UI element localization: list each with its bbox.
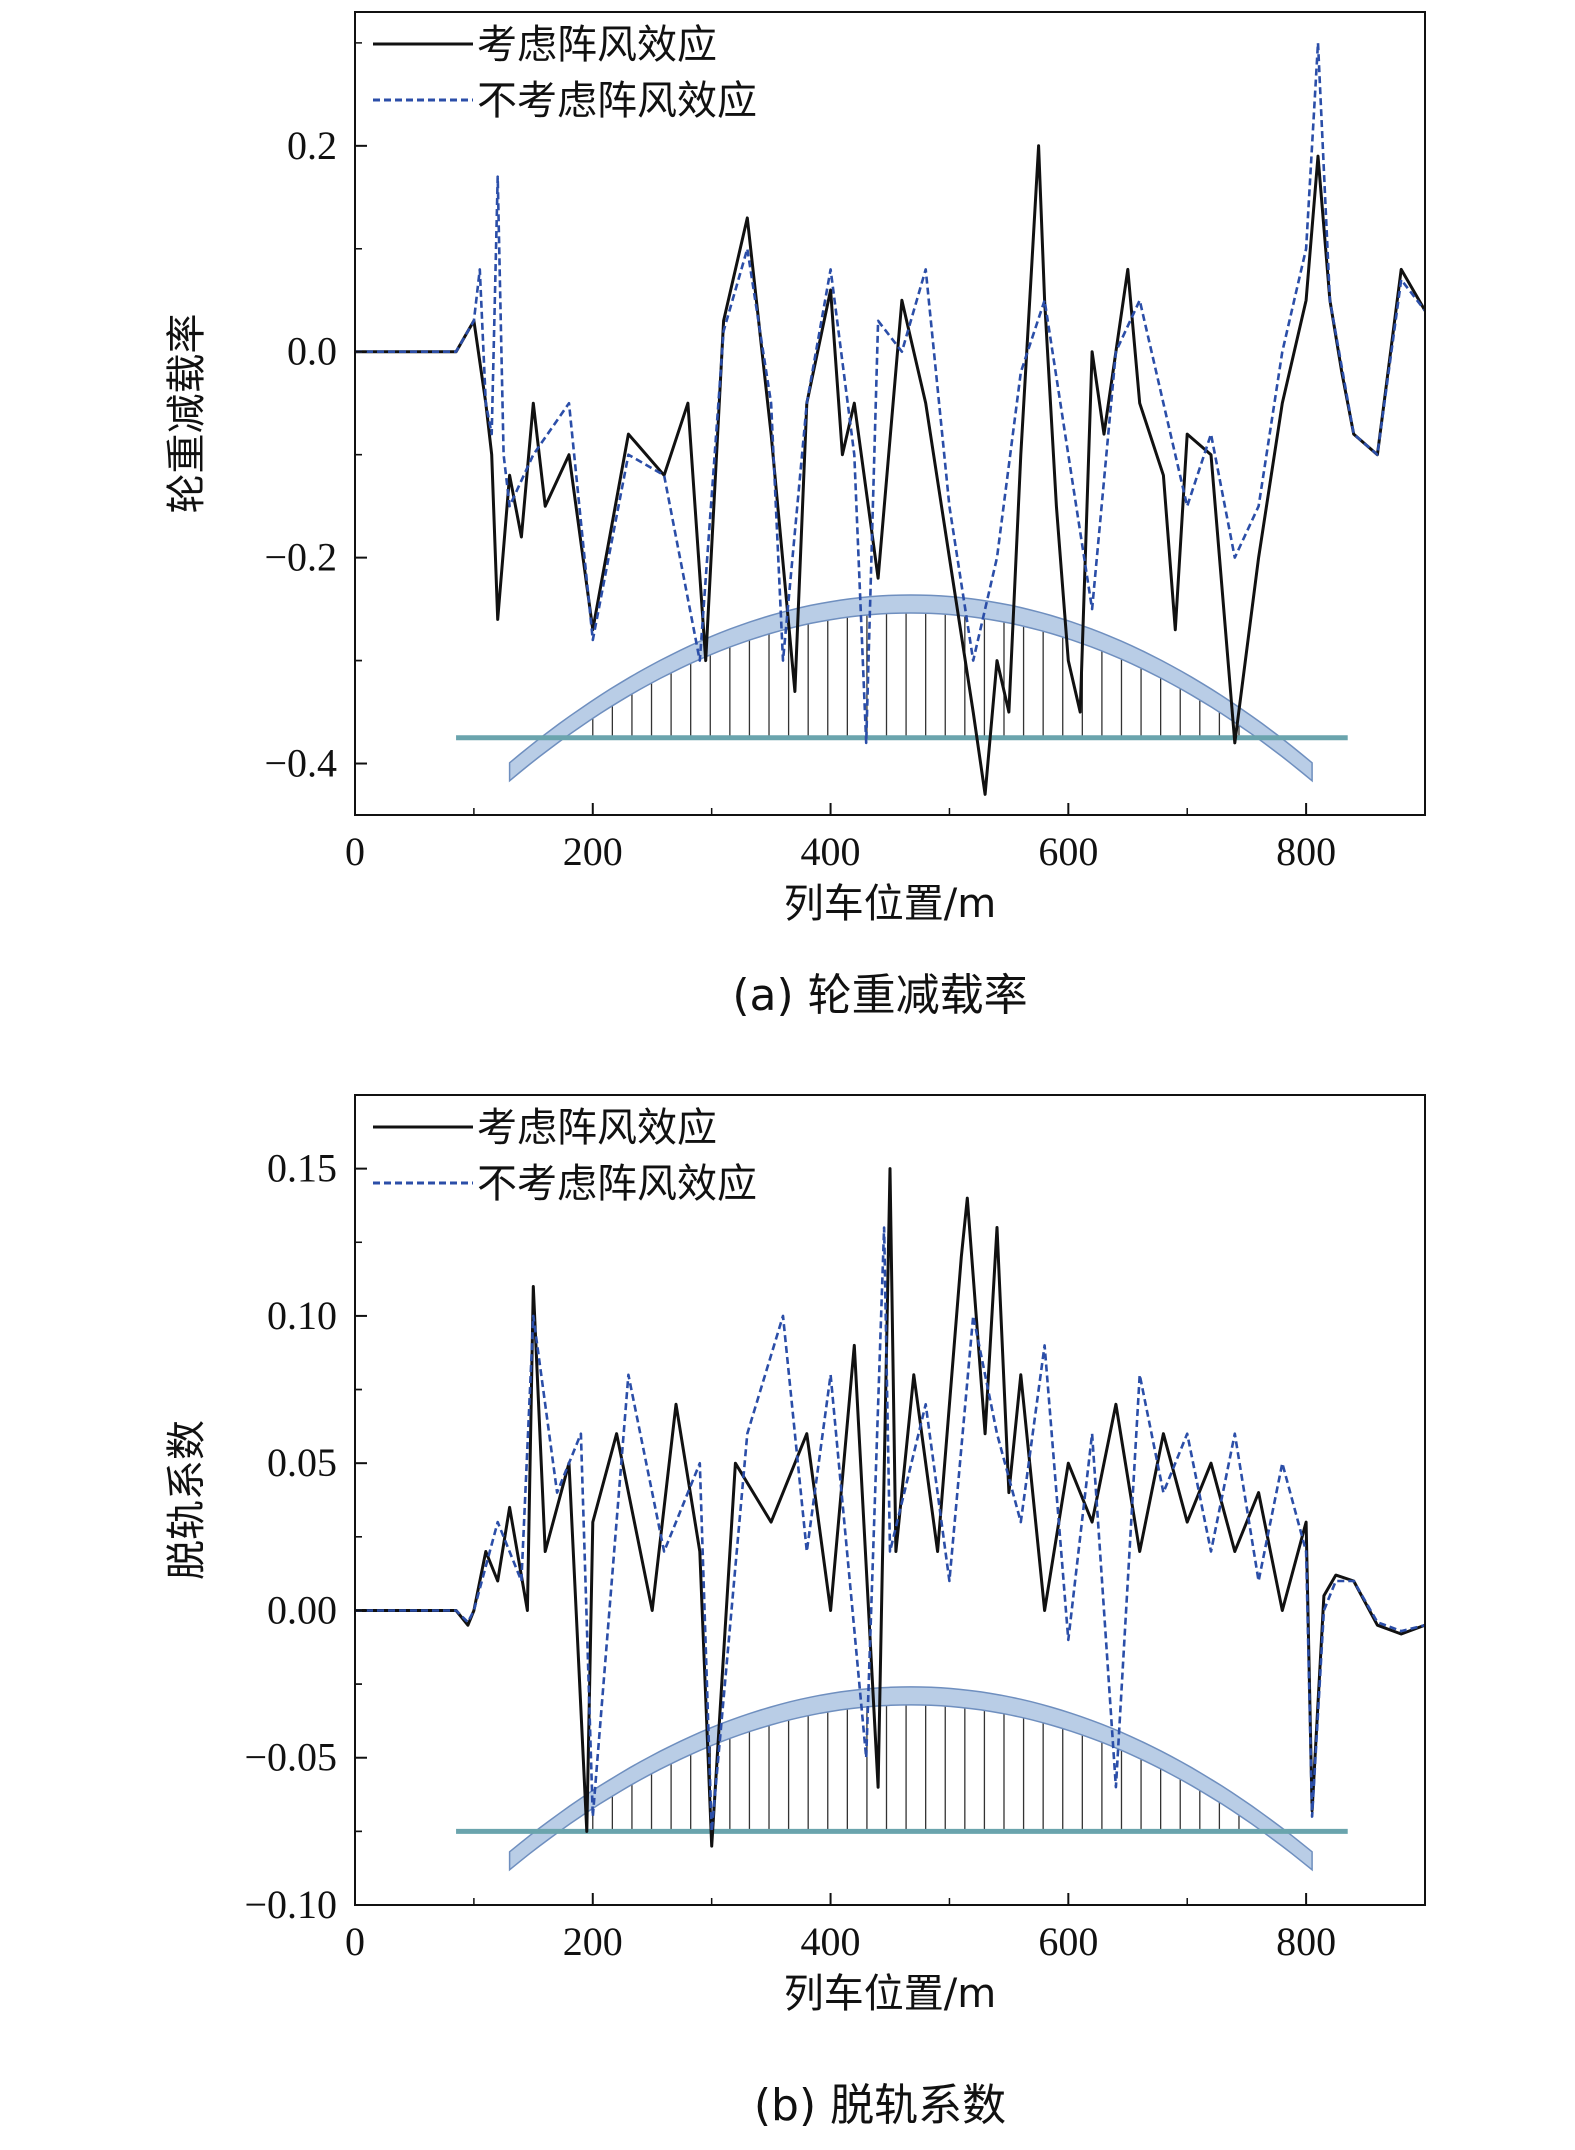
bridge-arch (508, 594, 1313, 783)
x-tick-label: 800 (1276, 1919, 1336, 1964)
x-tick-label: 600 (1038, 829, 1098, 874)
x-tick-label: 400 (801, 1919, 861, 1964)
y-tick-label: −0.05 (244, 1735, 337, 1780)
bridge-arch (508, 1686, 1313, 1872)
chart-1: 0 200 400 600 800 −0.4 −0.2 0.0 0.2 列车位置/m 轮重减载率 考虑… (164, 11, 1426, 1021)
legend-label-1: 考虑阵风效应 (477, 22, 717, 68)
figure-caption: (a) 轮重减载率 (732, 970, 1027, 1021)
series-line-1 (355, 144, 1425, 796)
legend-label-2: 不考虑阵风效应 (477, 1161, 757, 1207)
legend-label-1: 考虑阵风效应 (477, 1105, 717, 1151)
y-tick-label: −0.4 (264, 741, 337, 786)
plot-frame (354, 1094, 1426, 1906)
series-line-2 (355, 1226, 1425, 1833)
chart-2: 0 200 400 600 800 −0.10 −0.05 0.00 0.05 0.10 0.15 列… (164, 1094, 1426, 2131)
plot-area (355, 41, 1425, 796)
x-tick-label: 200 (563, 1919, 623, 1964)
y-tick-label: −0.10 (244, 1882, 337, 1927)
y-tick-label: 0.05 (267, 1440, 337, 1485)
x-tick-label: 0 (345, 829, 365, 874)
series-line-1 (355, 1167, 1425, 1848)
y-axis-label: 脱轨系数 (164, 1420, 210, 1580)
y-tick-label: 0.2 (287, 123, 337, 168)
x-tick-label: 0 (345, 1919, 365, 1964)
y-tick-label: 0.0 (287, 329, 337, 374)
bridge-schematic (456, 594, 1348, 783)
plot-area (355, 1167, 1425, 1872)
x-tick-label: 600 (1038, 1919, 1098, 1964)
y-tick-label: 0.10 (267, 1293, 337, 1338)
y-tick-label: 0.00 (267, 1587, 337, 1632)
x-axis-label: 列车位置/m (784, 1971, 996, 2017)
x-tick-label: 400 (801, 829, 861, 874)
y-tick-label: −0.2 (264, 535, 337, 580)
plot-frame (354, 11, 1426, 816)
y-tick-label: 0.15 (267, 1146, 337, 1191)
x-tick-label: 200 (563, 829, 623, 874)
x-tick-label: 800 (1276, 829, 1336, 874)
figure-caption: (b) 脱轨系数 (754, 2080, 1006, 2131)
y-axis-label: 轮重减载率 (164, 314, 210, 514)
series-line-2 (355, 41, 1425, 745)
legend-label-2: 不考虑阵风效应 (477, 78, 757, 124)
x-axis-label: 列车位置/m (784, 881, 996, 927)
